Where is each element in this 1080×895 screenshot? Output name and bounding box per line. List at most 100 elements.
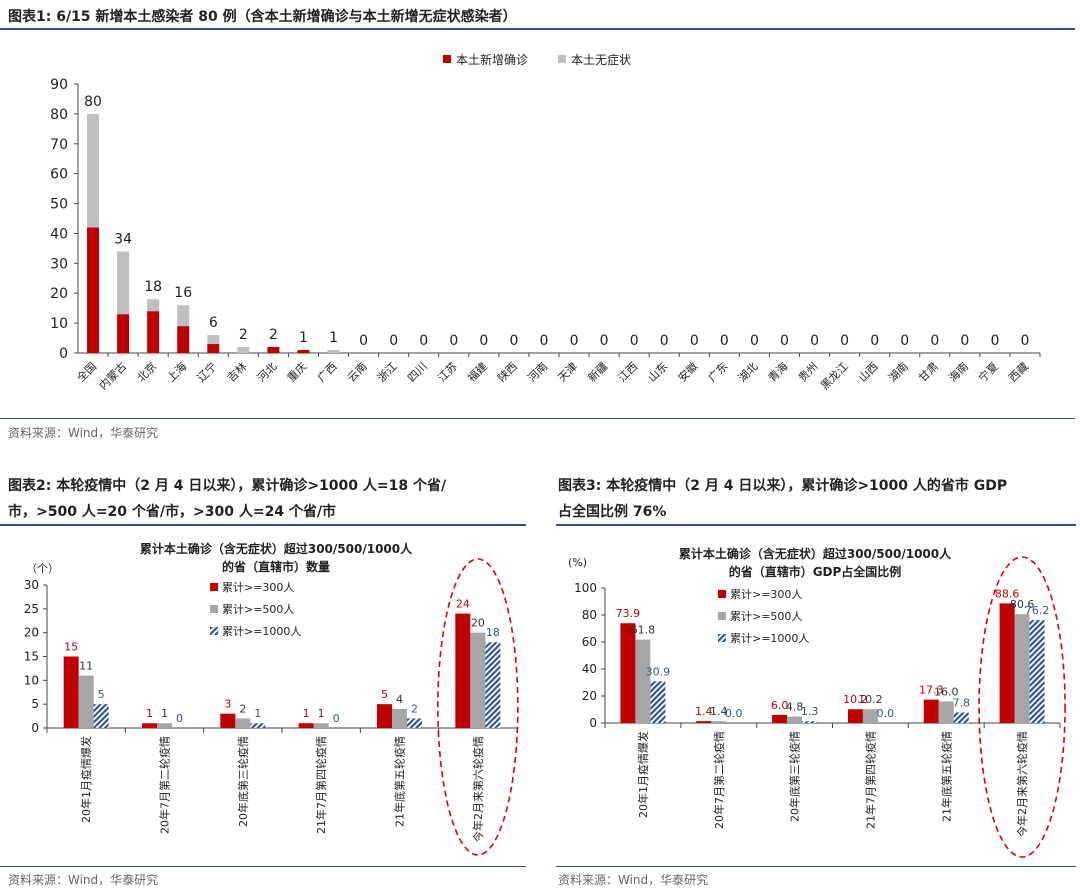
bar-asymptomatic (117, 251, 130, 315)
figure2-source: 资料来源：Wind，华泰研究 (8, 873, 159, 887)
x-tick-label: 20年底第三轮疫情 (788, 731, 802, 822)
bar-2 (470, 632, 486, 728)
total-label: 0 (780, 333, 789, 349)
data-label-2: 1 (161, 707, 168, 720)
bar-confirmed (117, 314, 130, 353)
highlight-ellipse (437, 558, 519, 856)
total-label: 0 (870, 333, 879, 349)
data-label-2: 16.0 (934, 685, 959, 698)
figure1-source: 资料来源：Wind，华泰研究 (8, 426, 159, 440)
data-label-1: 1 (303, 707, 310, 720)
bar-1 (620, 623, 636, 723)
bar-confirmed (177, 326, 190, 353)
y-tick-label: 0 (589, 716, 597, 730)
x-tick-label: 21年底第五轮疫情 (393, 736, 407, 827)
y-tick-label: 0 (31, 721, 39, 735)
y-tick-label: 80 (582, 608, 597, 622)
legend-label-2: 本土无症状 (571, 52, 631, 67)
legend-label-1: 累计>=300人 (730, 588, 802, 601)
y-tick-label: 50 (50, 197, 68, 213)
x-tick-label: 今年2月来第六轮疫情 (471, 736, 485, 842)
legend-label-2: 累计>=500人 (222, 603, 294, 616)
figure3-source: 资料来源：Wind，华泰研究 (558, 873, 709, 887)
total-label: 6 (209, 315, 218, 331)
y-tick-label: 15 (24, 650, 39, 664)
total-label: 0 (359, 333, 368, 349)
total-label: 0 (960, 333, 969, 349)
data-label-3: 7.8 (953, 696, 971, 709)
legend-swatch-2 (718, 612, 726, 620)
figure3-title-line1: 图表3: 本轮疫情中（2 月 4 日以来），累计确诊>1000 人的省市 GDP (558, 478, 1008, 494)
y-tick-label: 0 (59, 346, 68, 362)
bar-1 (772, 714, 788, 723)
figure2-bottom-rule (0, 866, 526, 867)
y-tick-label: 40 (582, 662, 597, 676)
bar-asymptomatic (237, 347, 250, 353)
bar-2 (1014, 614, 1030, 723)
bar-confirmed (267, 347, 280, 353)
y-tick-label: 40 (50, 226, 68, 242)
data-label-3: 18 (486, 626, 500, 639)
highlight-ellipse (978, 556, 1066, 858)
y-tick-label: 30 (24, 578, 39, 592)
total-label: 0 (810, 333, 819, 349)
x-tick-label: 21年底第五轮疫情 (939, 731, 953, 822)
figure3-top-rule (556, 524, 1076, 526)
chart2-title-line2: 的省（直辖市）数量 (222, 559, 330, 574)
bar-confirmed (297, 350, 310, 353)
data-label-3: 0.0 (877, 707, 895, 720)
bar-2 (635, 639, 651, 723)
bar-asymptomatic (177, 305, 190, 327)
bar-3 (407, 718, 422, 728)
y-tick-label: 80 (50, 107, 68, 123)
total-label: 0 (750, 333, 759, 349)
data-label-3: 1 (254, 707, 261, 720)
bar-1 (220, 713, 236, 728)
data-label-1: 1 (146, 707, 153, 720)
total-label: 0 (449, 333, 458, 349)
data-label-2: 4.8 (786, 701, 804, 714)
total-label: 2 (269, 327, 278, 343)
data-label-2: 10.2 (858, 693, 883, 706)
legend-swatch-2 (558, 55, 566, 63)
bar-3 (953, 712, 969, 723)
legend-label-3: 累计>=1000人 (730, 632, 809, 645)
x-tick-label: 20年7月第二轮疫情 (158, 736, 172, 834)
total-label: 18 (144, 279, 162, 295)
chart1-legend: 本土新增确诊 本土无症状 (443, 52, 631, 67)
total-label: 34 (114, 231, 132, 247)
total-label: 0 (930, 333, 939, 349)
data-label-2: 80.6 (1010, 598, 1035, 611)
y-tick-label: 20 (582, 689, 597, 703)
bar-3 (650, 681, 666, 723)
total-label: 0 (720, 333, 729, 349)
bar-1 (377, 704, 392, 728)
data-label-3: 0 (176, 712, 183, 725)
chart3-unit-label: (%) (568, 556, 587, 569)
bar-2 (938, 701, 954, 723)
x-tick-label: 21年7月第四轮疫情 (863, 731, 877, 829)
data-label-3: 5 (98, 688, 105, 701)
y-tick-label: 60 (582, 635, 597, 649)
data-label-2: 20 (471, 617, 485, 630)
bar-asymptomatic (147, 299, 160, 312)
total-label: 0 (389, 333, 398, 349)
legend-label-1: 累计>=300人 (222, 581, 294, 594)
bar-confirmed (87, 227, 100, 353)
bar-3 (93, 704, 109, 728)
y-tick-label: 70 (50, 137, 68, 153)
total-label: 2 (239, 327, 248, 343)
legend-swatch-2 (210, 605, 218, 613)
bar-1 (696, 721, 712, 723)
data-label-1: 73.9 (616, 607, 641, 620)
bar-1 (63, 656, 79, 728)
bar-asymptomatic (87, 113, 100, 228)
total-label: 0 (509, 333, 518, 349)
legend-swatch-1 (443, 55, 451, 63)
data-label-3: 0 (333, 712, 340, 725)
total-label: 0 (900, 333, 909, 349)
data-label-1: 88.6 (995, 587, 1020, 600)
total-label: 1 (329, 330, 338, 346)
figure2-title-line2: 市，>500 人=20 个省/市，>300 人=24 个省/市 (8, 504, 337, 520)
